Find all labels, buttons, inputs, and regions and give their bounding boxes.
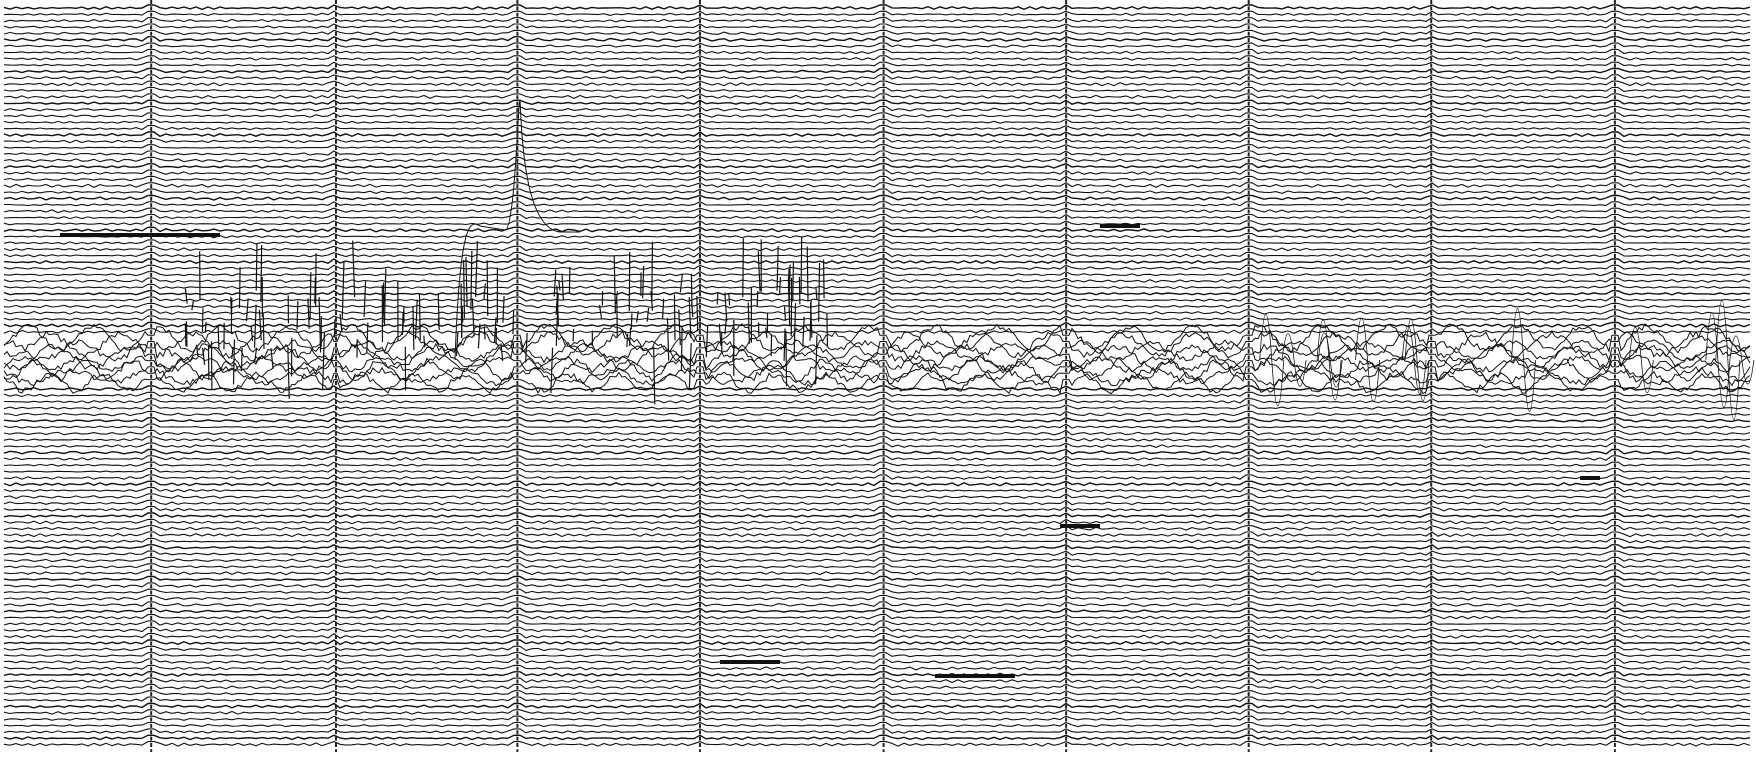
ink-blob	[935, 674, 1015, 678]
spike	[419, 294, 420, 341]
spike	[424, 336, 425, 348]
spike	[487, 260, 488, 316]
spike	[717, 293, 718, 305]
spike	[799, 277, 800, 305]
spike	[263, 313, 264, 349]
spike	[627, 334, 628, 347]
spike	[464, 260, 465, 318]
spike	[239, 267, 240, 308]
spike	[757, 291, 758, 307]
spike	[573, 329, 574, 341]
spike	[484, 326, 485, 339]
spike	[652, 242, 653, 301]
spike	[807, 247, 808, 301]
spike	[438, 294, 439, 325]
spike	[681, 328, 682, 371]
spike	[462, 307, 463, 323]
spike	[793, 263, 794, 302]
spike	[261, 245, 262, 302]
ink-blob	[720, 660, 780, 664]
spike	[297, 301, 298, 330]
page-body: (() => { const data = JSON.parse(documen…	[0, 0, 1756, 765]
spike	[256, 243, 257, 291]
seismogram	[0, 0, 1756, 765]
page: Seismogram record {} html, body { margin…	[0, 0, 1756, 765]
spike	[827, 314, 828, 348]
spike	[801, 237, 802, 294]
spike	[513, 311, 514, 334]
spike	[202, 308, 203, 332]
spike	[241, 348, 242, 372]
ink-blob	[1580, 476, 1600, 480]
spike	[185, 323, 186, 346]
spike	[231, 298, 232, 332]
ink-blob	[60, 233, 220, 237]
spike	[697, 296, 698, 331]
spike	[674, 295, 675, 341]
spike	[691, 274, 692, 307]
spike	[786, 331, 787, 386]
spike	[310, 272, 311, 320]
spike	[461, 284, 462, 339]
spike	[631, 313, 632, 329]
ink-blob	[1100, 224, 1140, 228]
spike	[629, 252, 630, 311]
spike	[729, 294, 730, 306]
spike	[743, 238, 744, 297]
spike	[402, 313, 403, 335]
